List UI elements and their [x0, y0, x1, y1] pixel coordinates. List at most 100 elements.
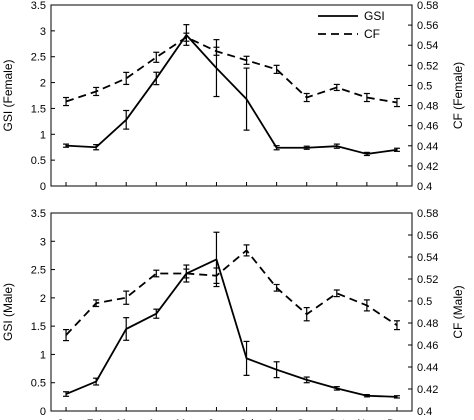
- left-tick-label: 3: [40, 26, 46, 38]
- error-bar: [303, 307, 310, 322]
- plot-frame: [50, 212, 413, 412]
- series-line-gsi: [65, 34, 398, 155]
- right-tick-label: 0.42: [417, 161, 438, 173]
- right-tick-label: 0.48: [417, 318, 438, 330]
- month-label: Dec: [387, 418, 407, 420]
- error-bar: [273, 361, 280, 379]
- left-tick-label: 3.5: [31, 0, 46, 12]
- month-label: Oct: [328, 418, 345, 420]
- right-tick-label: 0.46: [417, 121, 438, 133]
- error-bar: [303, 376, 310, 384]
- right-tick-label: 0.58: [417, 208, 438, 220]
- legend-label: GSI: [364, 9, 385, 23]
- left-tick-label: 1: [40, 349, 46, 361]
- right-tick-label: 0.44: [417, 362, 438, 374]
- plot-frame: [50, 4, 413, 187]
- error-bar: [363, 92, 370, 103]
- error-bar: [93, 377, 100, 386]
- left-tick-label: 0.5: [31, 378, 46, 390]
- error-bar: [153, 308, 160, 319]
- right-axis-title: CF (Female): [451, 62, 465, 129]
- left-tick-label: 2: [40, 78, 46, 90]
- error-bar: [273, 283, 280, 292]
- left-tick-label: 3: [40, 236, 46, 248]
- error-bar: [153, 51, 160, 63]
- error-bar: [183, 268, 190, 279]
- error-bar: [333, 289, 340, 298]
- legend-label: CF: [364, 27, 380, 41]
- left-tick-label: 1.5: [31, 321, 46, 333]
- right-tick-label: 0.4: [417, 406, 432, 418]
- right-tick-label: 0.54: [417, 252, 438, 264]
- error-bar: [63, 329, 70, 342]
- error-bar: [153, 71, 160, 86]
- error-bar: [303, 145, 310, 150]
- month-label: Jun: [208, 418, 226, 420]
- left-axis-title: GSI (Male): [1, 283, 15, 341]
- month-label: Jul: [240, 418, 254, 420]
- error-bar: [243, 55, 250, 65]
- right-tick-label: 0.42: [417, 384, 438, 396]
- error-bar: [303, 92, 310, 103]
- right-axis-title: CF (Male): [451, 285, 465, 338]
- error-bar: [333, 386, 340, 391]
- month-label: Apr: [148, 418, 165, 420]
- series-line-cf: [65, 249, 398, 336]
- male-panel: 0 0.5 1 1.5 2 2.5 3 3.5 0.4 0.42 0.44 0.46 0.48 0.5 0.…: [1, 208, 465, 420]
- right-tick-label: 0.48: [417, 101, 438, 113]
- error-bar: [63, 96, 70, 107]
- right-tick-label: 0.52: [417, 274, 438, 286]
- month-label: May: [176, 418, 197, 420]
- left-tick-label: 0: [40, 406, 46, 418]
- month-label: Feb: [87, 418, 106, 420]
- error-bar: [393, 320, 400, 331]
- month-label: Mar: [117, 418, 136, 420]
- error-bar: [93, 86, 100, 97]
- right-tick-label: 0.58: [417, 0, 438, 12]
- right-tick-label: 0.44: [417, 141, 438, 153]
- right-tick-label: 0.5: [417, 80, 432, 92]
- error-bar: [123, 290, 130, 305]
- error-bar: [63, 391, 70, 397]
- error-bar: [393, 147, 400, 152]
- right-tick-label: 0.54: [417, 40, 438, 52]
- female-panel: 0 0.5 1 1.5 2 2.5 3 3.5 0.4 0.42 0.44 0.46 0.48 0.5 0.…: [1, 0, 465, 193]
- error-bar: [123, 317, 130, 341]
- series-line-gsi: [65, 258, 397, 398]
- month-label: Jan: [57, 418, 75, 420]
- error-bar: [363, 151, 370, 157]
- right-tick-label: 0.46: [417, 340, 438, 352]
- left-tick-label: 2.5: [31, 52, 46, 64]
- right-tick-label: 0.56: [417, 230, 438, 242]
- left-tick-label: 2: [40, 293, 46, 305]
- error-bar: [393, 97, 400, 108]
- left-tick-label: 1.5: [31, 103, 46, 115]
- right-tick-label: 0.5: [417, 296, 432, 308]
- error-bar: [333, 83, 340, 92]
- error-bar: [273, 145, 280, 151]
- error-bar: [363, 299, 370, 312]
- right-tick-label: 0.52: [417, 60, 438, 72]
- error-bar: [393, 395, 400, 399]
- error-bar: [333, 143, 340, 149]
- error-bar: [213, 46, 220, 56]
- month-label: Sep: [297, 418, 317, 420]
- error-bar: [93, 144, 100, 151]
- left-tick-label: 0: [40, 181, 46, 193]
- error-bar: [243, 244, 250, 257]
- error-bar: [273, 64, 280, 74]
- right-tick-label: 0.56: [417, 20, 438, 32]
- error-bar: [363, 393, 370, 398]
- error-bar: [213, 267, 220, 284]
- left-axis-title: GSI (Female): [1, 59, 15, 131]
- error-bar: [243, 340, 250, 376]
- error-bar: [153, 269, 160, 278]
- error-bar: [123, 71, 130, 86]
- error-bar: [243, 67, 250, 131]
- month-label: Nov: [357, 418, 377, 420]
- left-tick-label: 1: [40, 129, 46, 141]
- left-tick-label: 2.5: [31, 265, 46, 277]
- right-tick-label: 0.4: [417, 181, 432, 193]
- month-label: Aug: [267, 418, 287, 420]
